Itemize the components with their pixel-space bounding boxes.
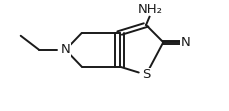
Text: NH₂: NH₂ [138,3,162,16]
Text: S: S [141,68,150,81]
Text: N: N [60,43,70,56]
Text: N: N [180,36,190,49]
